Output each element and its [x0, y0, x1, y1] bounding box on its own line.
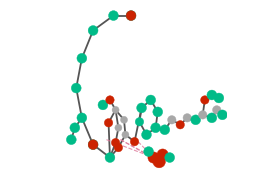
Circle shape [104, 119, 113, 127]
Circle shape [126, 11, 136, 20]
Circle shape [70, 123, 80, 133]
Circle shape [112, 106, 119, 113]
Circle shape [66, 135, 76, 145]
Circle shape [114, 143, 123, 152]
Circle shape [217, 110, 227, 120]
Circle shape [137, 103, 147, 113]
Circle shape [160, 125, 170, 135]
Circle shape [201, 96, 209, 104]
Circle shape [183, 114, 191, 122]
Circle shape [88, 140, 98, 149]
Circle shape [151, 123, 160, 133]
Circle shape [153, 107, 163, 117]
Circle shape [111, 138, 120, 147]
Circle shape [105, 153, 115, 163]
Circle shape [165, 153, 175, 163]
Circle shape [142, 130, 151, 140]
Circle shape [77, 53, 87, 63]
Circle shape [207, 113, 217, 123]
Circle shape [157, 149, 168, 160]
Circle shape [88, 140, 98, 149]
Circle shape [191, 115, 201, 125]
Circle shape [214, 93, 224, 103]
Circle shape [135, 118, 144, 126]
Circle shape [120, 116, 128, 123]
Circle shape [148, 152, 159, 163]
Circle shape [71, 83, 81, 93]
Circle shape [109, 11, 118, 20]
Circle shape [88, 26, 98, 35]
Circle shape [168, 116, 176, 124]
Circle shape [176, 121, 184, 129]
Circle shape [122, 131, 129, 138]
Circle shape [207, 90, 217, 100]
Circle shape [126, 11, 136, 20]
Circle shape [198, 111, 207, 119]
Circle shape [106, 96, 114, 104]
Circle shape [98, 100, 108, 110]
Circle shape [146, 95, 156, 105]
Circle shape [144, 147, 154, 156]
Circle shape [115, 124, 122, 131]
Circle shape [213, 106, 221, 114]
Circle shape [130, 137, 139, 146]
Circle shape [77, 113, 87, 123]
Circle shape [153, 155, 166, 168]
